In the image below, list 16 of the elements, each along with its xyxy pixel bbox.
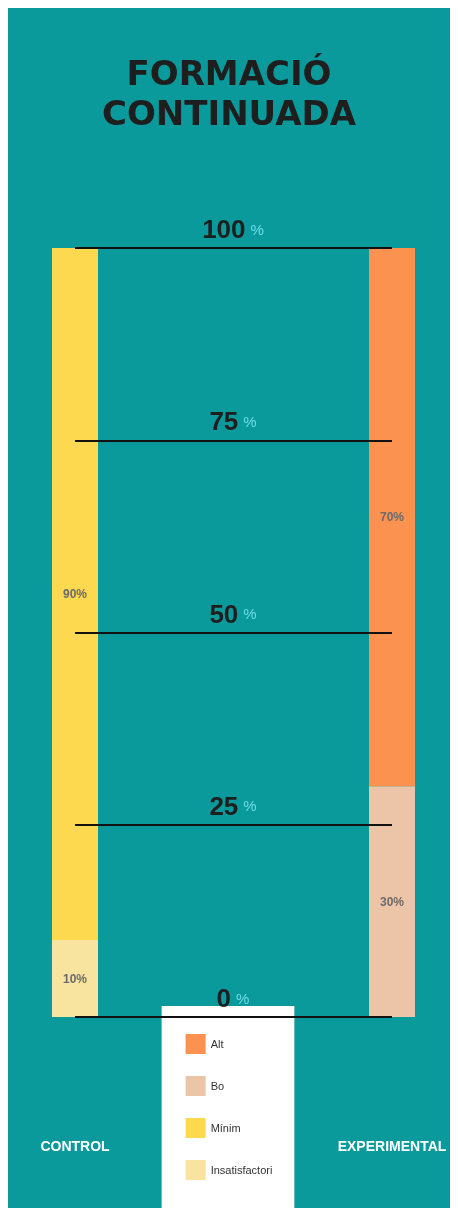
legend-label: Mínim [210, 1122, 241, 1134]
y-tick-label: 100% [202, 214, 264, 244]
legend-label: Alt [210, 1038, 224, 1050]
y-tick-label: 0% [216, 983, 250, 1013]
data-label: 70% [379, 510, 405, 525]
x-tick-label: CONTROL [40, 1138, 111, 1154]
y-tick-label: 75% [209, 406, 257, 437]
y-tick-label: 50% [209, 598, 257, 629]
data-label: 90% [62, 587, 88, 602]
data-label: 10% [62, 971, 88, 986]
x-tick-label: EXPERIMENTAL [337, 1138, 447, 1154]
legend-label: Insatisfactori [210, 1164, 273, 1176]
legend-label: Bo [210, 1080, 225, 1092]
data-label: 30% [379, 894, 405, 909]
chart-title: FORMACIÓ CONTINUADA [101, 53, 357, 133]
y-tick-label: 25% [209, 790, 257, 821]
